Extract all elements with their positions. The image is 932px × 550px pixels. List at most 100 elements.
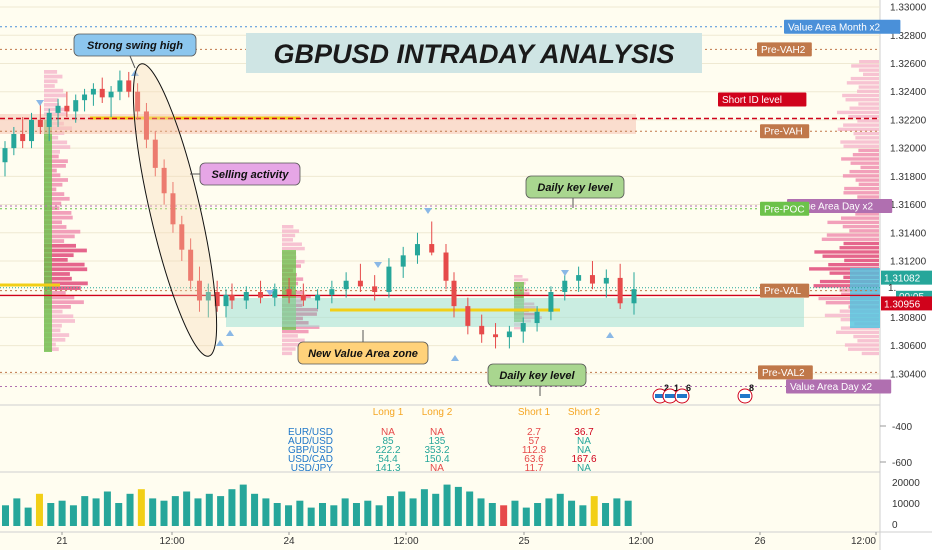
volume-bar: [579, 505, 587, 526]
profile-bar: [814, 250, 879, 254]
profile-bar: [44, 178, 68, 182]
volume-bar: [409, 498, 417, 526]
y-tick-label: 1.33000: [890, 3, 927, 14]
profile-bar: [851, 64, 879, 68]
candle-body: [315, 294, 321, 301]
profile-bar: [44, 281, 88, 286]
last-price-label: 1.31082: [884, 274, 921, 285]
level-tag-text: Pre-VAL: [764, 286, 801, 297]
table-cell: 36.7: [574, 427, 594, 438]
candle: [631, 272, 637, 315]
volume-bar: [624, 500, 632, 526]
level-tag-text: Value Area Day x2: [791, 201, 874, 212]
y-tick-label: 1.31800: [890, 172, 927, 183]
table-cell: 353.2: [424, 445, 449, 456]
level-tag-bg: [718, 92, 807, 107]
volume-bar: [58, 500, 66, 526]
candle: [99, 77, 105, 103]
candle-body: [562, 280, 568, 293]
level-tag: Pre-VAL: [760, 283, 810, 298]
candle: [188, 238, 194, 290]
candle-body: [205, 292, 211, 301]
callout-text: Daily key level: [499, 370, 575, 382]
candle: [117, 70, 123, 101]
profile-bar: [826, 233, 879, 237]
swing-marker: [226, 330, 234, 336]
profile-bar: [840, 326, 879, 330]
profile-value-area-green: [44, 120, 52, 352]
indicator-pane-bg: [0, 405, 880, 472]
profile-bar: [514, 326, 526, 330]
volume-bar: [251, 493, 259, 526]
x-tick-label: 26: [754, 536, 766, 547]
profile-bar: [842, 174, 879, 178]
table-cell: NA: [577, 463, 591, 474]
swing-marker: [216, 340, 224, 346]
profile-bar: [44, 319, 75, 323]
profile-bar: [282, 325, 320, 329]
volume-bar: [477, 498, 485, 526]
level-tag: Short ID level: [718, 92, 807, 107]
candle-body: [493, 334, 499, 338]
profile-bar: [818, 296, 879, 301]
chart-title: GBPUSD INTRADAY ANALYSIS: [246, 33, 702, 73]
volume-bar: [364, 500, 372, 526]
profile-bar: [282, 229, 300, 233]
volume-bar: [511, 500, 519, 526]
candle-body: [603, 277, 609, 284]
profile-bar: [855, 212, 879, 216]
partial-tick-label: 1.: [888, 283, 896, 294]
table-cell: 112.8: [522, 445, 547, 456]
level-tag-text: Value Area Day x2: [790, 382, 873, 393]
candle: [617, 263, 623, 309]
candle: [126, 71, 132, 98]
profile-bar: [44, 74, 63, 79]
candle-body: [108, 91, 114, 98]
profile-bar: [282, 294, 311, 299]
volume-bar: [398, 491, 406, 526]
volume-bar: [92, 498, 100, 526]
table-cell: NA: [430, 427, 444, 438]
profile-bar: [855, 136, 879, 140]
level-tag: Value Area Day x2: [787, 198, 893, 213]
profile-bar: [44, 253, 74, 258]
x-tick-label: 12:00: [851, 536, 876, 547]
level-tag-text: Pre-POC: [764, 204, 805, 215]
candle-body: [243, 292, 249, 301]
candle-body: [20, 134, 26, 142]
volume-bars: [2, 484, 632, 526]
candle-body: [229, 294, 235, 301]
candle: [143, 102, 149, 149]
profile-bar: [857, 89, 879, 93]
profile-bar: [44, 211, 72, 215]
candle-body: [589, 275, 595, 284]
candle: [229, 283, 235, 309]
candle: [196, 266, 202, 312]
swing-marker: [424, 208, 432, 214]
candle-body: [170, 193, 176, 225]
table-cell: 63.6: [524, 454, 544, 465]
profile-bar: [844, 258, 879, 263]
candle-body: [343, 280, 349, 290]
candle-body: [465, 306, 471, 326]
candle: [108, 86, 114, 118]
table-cell: NA: [577, 436, 591, 447]
level-tag-text: Pre-VAH2: [761, 45, 806, 56]
candle: [152, 131, 158, 177]
candle-body: [576, 275, 582, 281]
callout-pointer: [129, 55, 136, 69]
profile-bar: [840, 140, 879, 144]
volume-bar: [126, 493, 134, 526]
candle: [315, 289, 321, 309]
profile-bar: [514, 278, 529, 282]
profile-bar: [44, 328, 61, 333]
callout-text: Daily key level: [537, 182, 613, 194]
current-price-badge: [881, 296, 932, 311]
level-tag-text: Short ID level: [722, 95, 782, 106]
title-bg: [246, 33, 702, 73]
annotation-callout: Selling activity: [190, 162, 301, 186]
profile-bar: [44, 84, 55, 88]
